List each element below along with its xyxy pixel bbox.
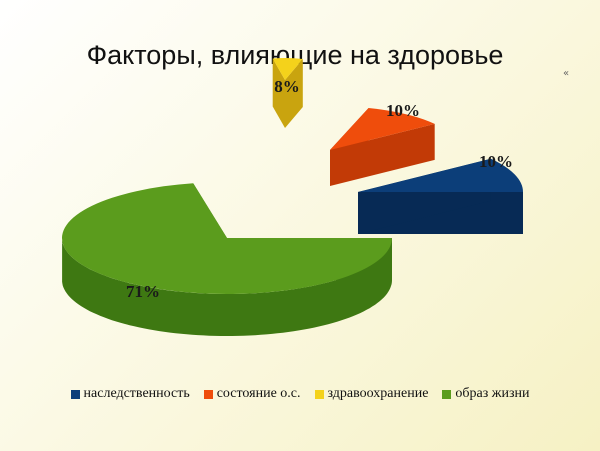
legend-item-1: наследственность [70, 386, 190, 402]
legend-label-3: здравоохранение [327, 386, 429, 401]
data-label-3: 8% [274, 77, 300, 96]
slice-cut-3-0 [285, 59, 303, 128]
data-label-4: 71% [126, 282, 160, 301]
slice-cut-3-1 [272, 58, 285, 128]
corner-mark: « [563, 68, 570, 79]
chart-legend: наследственность состояние о.с. здравоохра… [0, 386, 600, 402]
pie-slice-4 [62, 183, 393, 336]
legend-label-1: наследственность [83, 386, 190, 401]
data-label-2: 10% [386, 101, 420, 120]
legend-swatch-4 [442, 389, 452, 399]
slice-top-2 [330, 108, 435, 150]
legend-item-2: состояние о.с. [203, 386, 301, 402]
pie-slice-3 [272, 58, 303, 128]
pie-slice-2 [330, 108, 435, 186]
slice-side-4 [62, 238, 392, 336]
data-label-1: 10% [479, 152, 513, 171]
pie-slice-1 [358, 158, 523, 234]
legend-item-3: здравоохранение [314, 386, 429, 402]
pie-slices [62, 58, 523, 336]
slice-top-3 [272, 58, 303, 80]
legend-label-2: состояние о.с. [216, 386, 301, 401]
legend-swatch-1 [70, 389, 80, 399]
legend-swatch-3 [314, 389, 324, 399]
slice-top-4 [62, 183, 393, 295]
legend-item-4: образ жизни [442, 386, 529, 402]
legend-swatch-2 [203, 389, 213, 399]
slice-top-1 [358, 158, 523, 192]
slice-cut-2-0 [330, 123, 435, 186]
legend-label-4: образ жизни [455, 386, 530, 401]
